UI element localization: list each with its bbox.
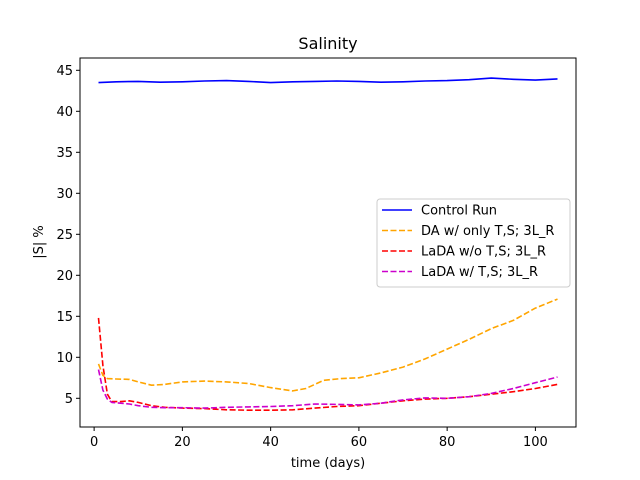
y-tick-label: 10 [56, 351, 73, 366]
y-tick-label: 30 [56, 187, 73, 202]
x-axis-ticks: 0 20 40 60 80 100 [90, 427, 548, 450]
x-tick-label: 0 [90, 435, 98, 450]
legend-label-1: Control Run [421, 204, 497, 219]
y-tick-label: 45 [56, 64, 73, 79]
legend: Control Run DA w/ only T,S; 3L_R LaDA w/o … [376, 198, 571, 288]
legend-label-2: DA w/ only T,S; 3L_R [421, 224, 554, 239]
x-tick-label: 80 [439, 435, 456, 450]
x-axis-label: time (days) [291, 456, 365, 471]
x-tick-label: 40 [262, 435, 279, 450]
series-layer [97, 77, 558, 411]
legend-box [376, 198, 571, 288]
x-tick-label: 60 [351, 435, 368, 450]
legend-entries: Control Run DA w/ only T,S; 3L_R LaDA w/o … [382, 204, 554, 280]
y-tick-label: 15 [56, 310, 73, 325]
x-tick-label: 20 [174, 435, 191, 450]
plot-frame [79, 57, 577, 428]
series-line-2 [97, 298, 558, 392]
series-line-1 [98, 77, 558, 84]
chart-title: Salinity [298, 34, 357, 53]
series-line-4 [97, 369, 558, 409]
y-tick-label: 40 [56, 105, 73, 120]
y-axis-ticks: 5 10 15 20 25 30 35 40 45 [56, 64, 80, 407]
x-tick-label: 100 [523, 435, 548, 450]
y-tick-label: 20 [56, 269, 73, 284]
legend-label-4: LaDA w/ T,S; 3L_R [421, 265, 538, 280]
legend-label-3: LaDA w/o T,S; 3L_R [421, 245, 546, 260]
y-tick-label: 5 [65, 392, 73, 407]
y-tick-label: 35 [56, 146, 73, 161]
y-tick-label: 25 [56, 228, 73, 243]
y-axis-label: |S| % [32, 225, 47, 259]
